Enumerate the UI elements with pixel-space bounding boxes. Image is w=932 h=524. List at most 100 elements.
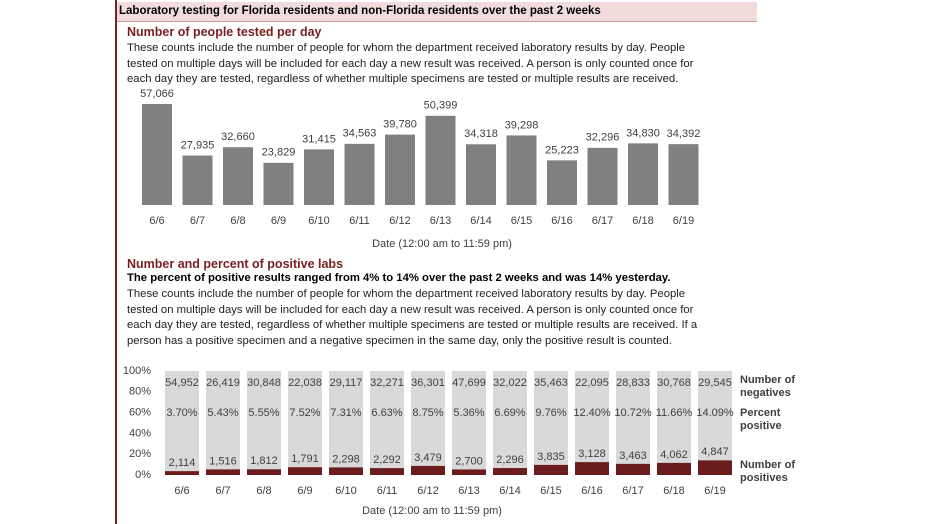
x-tick-label: 6/14 <box>470 215 491 227</box>
negatives-label: 54,952 <box>165 377 199 389</box>
negatives-segment <box>657 371 691 463</box>
data-label: 34,318 <box>464 128 498 140</box>
x-tick-label: 6/11 <box>377 485 398 497</box>
legend-positives: Number of positives <box>740 459 795 484</box>
chart1-title: Number of people tested per day <box>127 25 322 39</box>
negatives-label: 47,699 <box>452 377 486 389</box>
x-tick-label: 6/19 <box>704 485 725 497</box>
positives-segment <box>370 468 404 475</box>
data-label: 50,399 <box>424 100 458 112</box>
data-label: 32,296 <box>586 132 620 144</box>
chart2-description: These counts include the number of peopl… <box>127 288 698 347</box>
bar <box>547 160 577 205</box>
negatives-label: 28,833 <box>616 377 650 389</box>
positives-segment <box>452 469 486 475</box>
legend-percent: Percent positive <box>740 407 782 432</box>
positives-label: 4,847 <box>701 446 729 458</box>
x-tick-label: 6/6 <box>174 485 189 497</box>
positives-segment <box>616 463 650 475</box>
negatives-label: 32,022 <box>493 377 527 389</box>
negatives-segment <box>247 371 281 470</box>
x-tick-label: 6/13 <box>458 485 479 497</box>
positives-label: 1,516 <box>209 455 237 467</box>
positives-label: 1,791 <box>291 453 319 465</box>
positives-label: 3,463 <box>619 450 647 462</box>
percent-label: 14.09% <box>696 407 734 419</box>
negatives-label: 30,768 <box>657 377 691 389</box>
x-tick-label: 6/9 <box>271 215 286 227</box>
x-tick-label: 6/13 <box>430 215 451 227</box>
percent-label: 7.52% <box>289 407 320 419</box>
x-tick-label: 6/12 <box>389 215 410 227</box>
bar <box>385 134 415 205</box>
percent-label: 9.76% <box>535 407 566 419</box>
x-tick-label: 6/15 <box>511 215 532 227</box>
negatives-label: 22,038 <box>288 377 322 389</box>
positives-segment <box>288 467 322 475</box>
negatives-label: 29,545 <box>698 377 732 389</box>
percent-label: 11.66% <box>656 407 693 419</box>
positives-label: 3,479 <box>414 452 442 464</box>
percent-label: 5.36% <box>453 407 484 419</box>
bar <box>506 135 537 205</box>
bar <box>425 115 456 205</box>
y-tick-label: 60% <box>129 407 151 419</box>
data-label: 25,223 <box>545 144 579 156</box>
chart2-headline: The percent of positive results ranged f… <box>127 272 671 284</box>
negatives-label: 26,419 <box>206 377 240 389</box>
x-tick-label: 6/15 <box>540 485 561 497</box>
negatives-segment <box>575 371 609 463</box>
positives-segment <box>329 467 363 475</box>
percent-label: 3.70% <box>166 407 197 419</box>
negatives-label: 32,271 <box>370 377 404 389</box>
negatives-label: 22,095 <box>575 377 609 389</box>
x-tick-label: 6/9 <box>297 485 312 497</box>
positives-segment <box>411 465 445 475</box>
data-label: 57,066 <box>140 88 174 100</box>
data-label: 31,415 <box>302 133 336 145</box>
negatives-segment <box>616 371 650 464</box>
y-tick-label: 80% <box>129 386 151 398</box>
data-label: 34,563 <box>343 128 377 140</box>
bar <box>466 144 496 205</box>
data-label: 39,298 <box>505 119 539 131</box>
x-tick-label: 6/6 <box>149 215 164 227</box>
positives-label: 3,128 <box>578 448 606 460</box>
percent-label: 10.72% <box>614 407 652 419</box>
negatives-segment <box>370 371 404 469</box>
positives-label: 2,298 <box>332 453 360 465</box>
data-label: 23,829 <box>262 147 296 159</box>
negatives-segment <box>493 371 527 469</box>
chart2-title: Number and percent of positive labs <box>127 257 344 271</box>
positives-label: 4,062 <box>660 449 688 461</box>
positives-segment <box>247 469 281 475</box>
negatives-segment <box>288 371 322 468</box>
y-tick-label: 20% <box>129 448 151 460</box>
left-rule <box>115 0 117 524</box>
negatives-label: 30,848 <box>247 377 281 389</box>
positives-label: 2,296 <box>496 454 524 466</box>
x-tick-label: 6/7 <box>190 215 205 227</box>
negatives-segment <box>165 371 199 472</box>
positives-label: 3,835 <box>537 451 565 463</box>
percent-label: 8.75% <box>412 407 443 419</box>
x-tick-label: 6/18 <box>632 215 653 227</box>
percent-label: 6.63% <box>371 407 402 419</box>
data-label: 32,660 <box>221 131 255 143</box>
percent-label: 6.69% <box>494 407 525 419</box>
x-tick-label: 6/17 <box>592 215 613 227</box>
positives-segment <box>534 464 568 475</box>
x-tick-label: 6/8 <box>256 485 271 497</box>
x-axis-label: Date (12:00 am to 11:59 pm) <box>372 238 512 250</box>
positives-label: 1,812 <box>250 455 278 467</box>
x-axis-label: Date (12:00 am to 11:59 pm) <box>362 505 502 517</box>
negatives-segment <box>452 371 486 470</box>
positives-label: 2,114 <box>169 457 196 469</box>
bar <box>668 144 699 205</box>
positives-segment <box>493 468 527 475</box>
negatives-label: 36,301 <box>411 377 445 389</box>
x-tick-label: 6/17 <box>622 485 643 497</box>
percent-label: 12.40% <box>573 407 611 419</box>
